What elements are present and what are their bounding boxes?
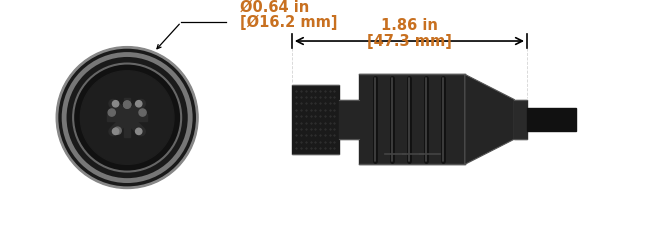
Circle shape [113, 101, 119, 107]
Circle shape [114, 127, 121, 134]
Circle shape [81, 71, 174, 164]
Text: Ø0.64 in: Ø0.64 in [240, 0, 309, 14]
Circle shape [136, 101, 142, 107]
Ellipse shape [60, 111, 197, 131]
Circle shape [124, 101, 131, 108]
Circle shape [108, 109, 115, 116]
Circle shape [136, 128, 142, 135]
Bar [514, 100, 527, 139]
Bar [107, 114, 147, 121]
Bar [292, 85, 339, 154]
Text: [47.3 mm]: [47.3 mm] [367, 35, 452, 49]
Text: [Ø16.2 mm]: [Ø16.2 mm] [240, 15, 337, 30]
Circle shape [139, 109, 146, 116]
Polygon shape [465, 74, 514, 164]
Bar [358, 74, 465, 164]
Bar [339, 100, 358, 139]
Bar [124, 98, 130, 137]
Bar [527, 108, 576, 131]
Circle shape [113, 128, 119, 135]
Circle shape [57, 47, 197, 188]
Circle shape [73, 64, 181, 172]
Text: 1.86 in: 1.86 in [381, 18, 438, 33]
Circle shape [124, 101, 131, 108]
